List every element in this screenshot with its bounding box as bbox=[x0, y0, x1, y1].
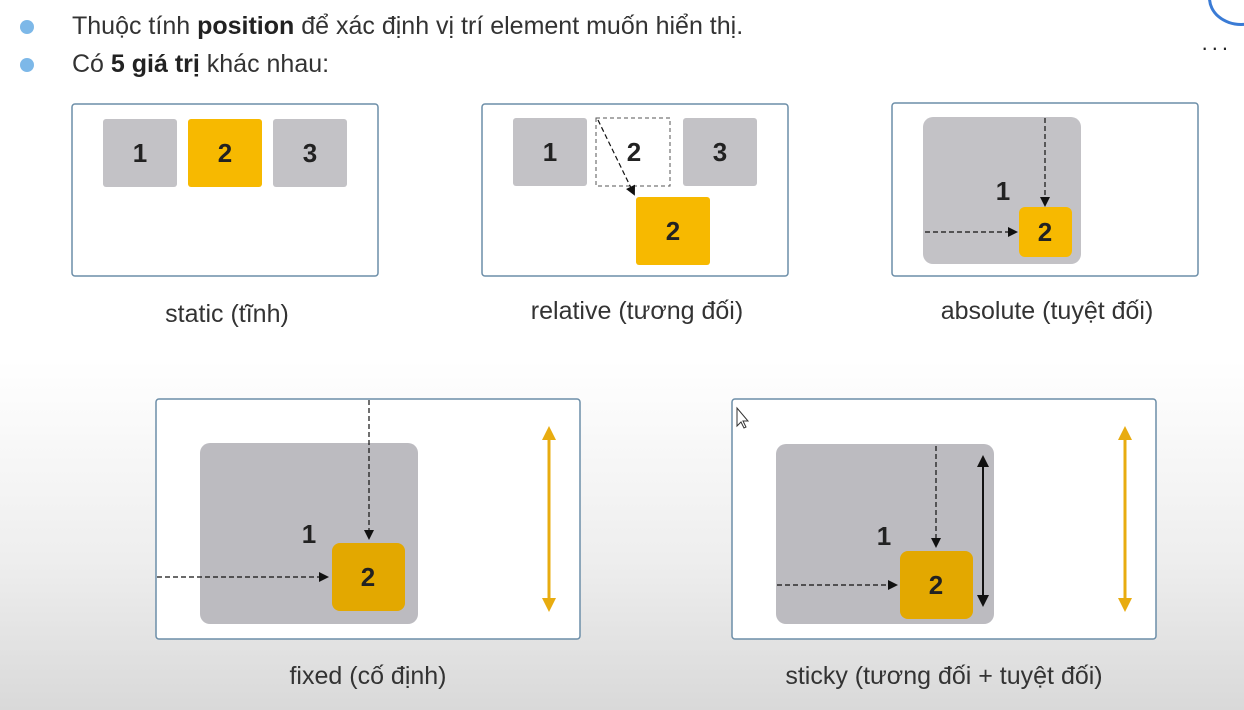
sticky-child-box bbox=[900, 551, 973, 619]
relative-ghost-label: 2 bbox=[627, 137, 641, 167]
bullet-dot-icon bbox=[20, 19, 34, 34]
static-box-3-label: 3 bbox=[303, 138, 317, 168]
mouse-cursor-icon bbox=[736, 406, 750, 429]
caption-sticky: sticky (tương đối + tuyệt đối) bbox=[785, 662, 1103, 690]
absolute-diagram: 1 2 bbox=[891, 102, 1199, 277]
relative-box-1-label: 1 bbox=[543, 137, 557, 167]
caption-static: static (tĩnh) bbox=[165, 300, 289, 328]
bullet-item-2: Có 5 giá trị khác nhau: bbox=[20, 50, 329, 79]
relative-offset-arrow bbox=[597, 119, 635, 196]
static-box-2-label: 2 bbox=[218, 138, 232, 168]
static-box-1 bbox=[103, 119, 177, 187]
relative-box-3-label: 3 bbox=[713, 137, 727, 167]
fixed-parent-label: 1 bbox=[302, 519, 316, 549]
fixed-child-box bbox=[332, 543, 405, 611]
bullet-dot-icon bbox=[20, 57, 34, 72]
more-options-icon[interactable]: ... bbox=[1201, 30, 1232, 55]
relative-box-3 bbox=[683, 118, 757, 186]
relative-box-1 bbox=[513, 118, 587, 186]
bullet-text-1: Thuộc tính position để xác định vị trí e… bbox=[72, 12, 744, 40]
relative-box-2-label: 2 bbox=[666, 216, 680, 246]
caption-absolute: absolute (tuyệt đối) bbox=[940, 297, 1154, 325]
static-box-1-label: 1 bbox=[133, 138, 147, 168]
static-diagram: 1 2 3 bbox=[71, 103, 379, 277]
sticky-child-label: 2 bbox=[929, 570, 943, 600]
static-box-3 bbox=[273, 119, 347, 187]
bullet-text-2: Có 5 giá trị khác nhau: bbox=[72, 50, 330, 78]
relative-diagram: 1 2 3 2 bbox=[481, 103, 789, 277]
caption-fixed: fixed (cố định) bbox=[289, 662, 447, 690]
fixed-diagram: 1 2 bbox=[155, 398, 581, 640]
absolute-child-box bbox=[1019, 207, 1072, 257]
caption-relative: relative (tương đối) bbox=[530, 297, 744, 325]
absolute-parent-label: 1 bbox=[996, 176, 1010, 206]
relative-box-2 bbox=[636, 197, 710, 265]
sticky-diagram: 1 2 bbox=[731, 398, 1157, 640]
static-box-2 bbox=[188, 119, 262, 187]
sticky-parent-label: 1 bbox=[877, 521, 891, 551]
absolute-child-label: 2 bbox=[1038, 217, 1052, 247]
fixed-child-label: 2 bbox=[361, 562, 375, 592]
bullet-item-1: Thuộc tính position để xác định vị trí e… bbox=[20, 12, 743, 41]
